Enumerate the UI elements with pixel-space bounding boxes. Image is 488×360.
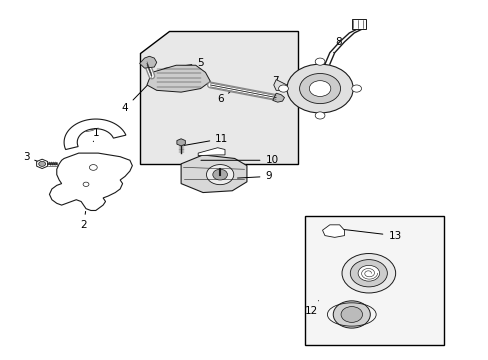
Text: 6: 6 [216,92,229,104]
Text: 4: 4 [122,84,148,113]
Text: 5: 5 [164,58,203,68]
Circle shape [332,301,369,328]
Circle shape [315,112,325,119]
Circle shape [341,253,395,293]
Text: 7: 7 [271,76,286,87]
Polygon shape [272,93,284,102]
Text: 11: 11 [183,134,228,145]
Polygon shape [140,56,157,68]
Polygon shape [351,19,366,30]
Circle shape [83,182,89,186]
Text: 12: 12 [305,301,318,316]
Circle shape [315,58,325,65]
Polygon shape [322,225,344,237]
Text: 10: 10 [201,155,278,165]
Circle shape [206,165,233,185]
Polygon shape [37,159,47,168]
Circle shape [89,165,97,170]
Polygon shape [273,80,286,90]
Circle shape [357,265,379,281]
Polygon shape [147,65,210,92]
Text: 9: 9 [237,171,271,181]
Circle shape [351,85,361,92]
Polygon shape [64,119,126,149]
Circle shape [278,85,288,92]
Text: 3: 3 [22,152,39,162]
Text: 1: 1 [92,129,99,141]
Text: 8: 8 [333,37,341,53]
Text: 2: 2 [80,211,87,230]
Circle shape [286,64,352,113]
Polygon shape [140,31,298,164]
Circle shape [340,307,362,322]
Text: 13: 13 [337,229,401,240]
Circle shape [349,260,386,287]
Polygon shape [181,155,246,193]
Circle shape [299,73,340,104]
Polygon shape [49,153,132,211]
Circle shape [309,81,330,96]
Circle shape [212,169,227,180]
Bar [305,216,444,345]
Circle shape [39,161,45,166]
Polygon shape [177,139,185,146]
Polygon shape [198,148,224,156]
